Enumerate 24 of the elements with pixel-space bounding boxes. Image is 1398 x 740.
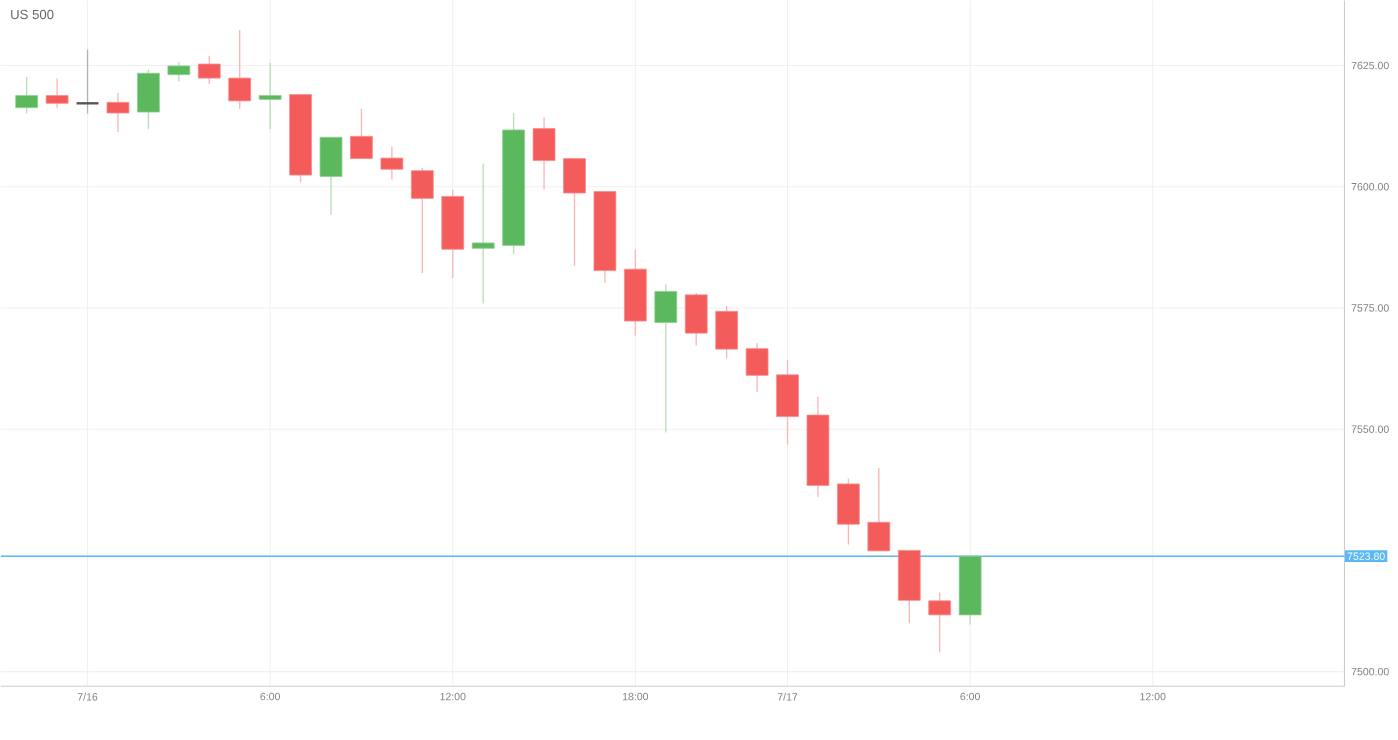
- candlestick: [75, 48, 100, 114]
- candlestick: [684, 291, 708, 347]
- candlestick: [167, 61, 191, 82]
- candlestick: [563, 157, 586, 267]
- candlestick: [410, 166, 434, 274]
- candlestick: [197, 54, 221, 85]
- candlestick: [380, 145, 404, 180]
- candlestick: [106, 92, 130, 133]
- candlestick: [228, 29, 252, 109]
- candlestick: [137, 68, 160, 130]
- candlestick: [471, 162, 495, 304]
- candlestick: [319, 136, 343, 216]
- candlestick: [837, 477, 860, 545]
- candlestick: [654, 283, 678, 433]
- candlestick: [928, 591, 952, 653]
- candlestick: [715, 304, 738, 359]
- candlestick: [745, 342, 769, 393]
- candlestick: [350, 107, 373, 159]
- candlestick: [776, 358, 799, 445]
- candlestick: [867, 466, 891, 552]
- candlestick: [258, 62, 282, 130]
- candlestick: [15, 76, 39, 114]
- candlestick: [45, 77, 69, 108]
- candlestick: [532, 116, 556, 190]
